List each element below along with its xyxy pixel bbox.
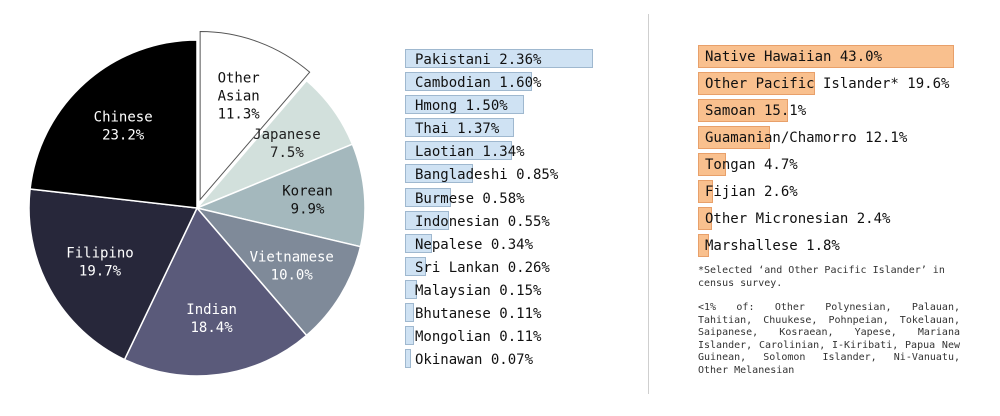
asian-group-row: Pakistani 2.36% [405,48,593,71]
pie-label-vietnamese: Vietnamese 10.0% [250,250,334,284]
pie-slice-vietnamese [194,206,362,337]
asian-group-bar [405,164,473,184]
asian-group-label: Laotian 1.34% [415,144,525,161]
section-divider [648,14,649,394]
asian-group-label: Indonesian 0.55% [415,213,550,230]
asian-group-row: Okinawan 0.07% [405,348,548,371]
pie-slice-korean [194,143,366,248]
pacific-islander-group-label: Marshallese 1.8% [705,238,840,254]
pacific-islander-group-row: Native Hawaiian 43.0% [698,44,954,71]
asian-group-bar [405,256,426,276]
pacific-islander-group-bar [698,153,726,176]
pacific-islander-group-row: Other Pacific Islander* 19.6% [698,71,949,98]
asian-group-row: Thai 1.37% [405,117,548,140]
asian-group-bar [405,141,512,161]
asian-group-bar [405,118,515,138]
pacific-islander-group-bar [698,99,788,122]
pie-slice-indian [123,206,308,377]
pie-label-filipino: Filipino 19.7% [66,246,133,280]
pie-slice-chinese [29,39,198,209]
pacific-islander-group-row: Tongan 4.7% [698,152,942,179]
pacific-islander-group-label: Other Micronesian 2.4% [705,211,891,227]
pacific-islander-group-label: Guamanian/Chamorro 12.1% [705,130,908,146]
pie-chart: Other Asian 11.3% Japanese 7.5% Korean 9.9% Vie… [28,31,366,377]
pacific-islander-group-row: Guamanian/Chamorro 12.1% [698,125,942,152]
pie-label-indian: Indian 18.4% [186,302,237,336]
pacific-islander-group-bar [698,234,709,257]
asian-group-label: Thai 1.37% [415,121,500,138]
pacific-islander-group-bar [698,207,713,230]
asian-group-label: Nepalese 0.34% [415,236,534,253]
pacific-islander-group-row: Fijian 2.6% [698,179,942,206]
asian-group-label: Malaysian 0.15% [415,282,542,299]
pie-label-chinese: Chinese 23.2% [94,109,153,143]
pacific-islander-group-label: Fijian 2.6% [705,184,798,200]
asian-group-bar [405,95,525,115]
asian-group-row: Indonesian 0.55% [405,210,550,233]
asian-group-label: Cambodian 1.60% [415,75,542,92]
pacific-islander-group-row: Samoan 15.1% [698,98,942,125]
pacific-islander-group-row: Other Micronesian 2.4% [698,206,942,233]
footnote-selected: *Selected ‘and Other Pacific Islander’ i… [698,265,945,289]
asian-group-label: Okinawan 0.07% [415,352,534,369]
pacific-islander-group-label: Native Hawaiian 43.0% [705,49,883,65]
asian-group-label: Burmese 0.58% [415,190,525,207]
pacific-islander-group-label: Tongan 4.7% [705,157,798,173]
asian-group-bar [405,187,452,207]
pacific-islander-group-bar [698,126,771,149]
pacific-islander-group-row: Marshallese 1.8% [698,233,942,260]
pacific-islander-group-label: Other Pacific Islander* 19.6% [705,76,950,92]
pacific-islander-bar-chart: Native Hawaiian 43.0% Other Pacific Islan… [698,44,954,260]
pacific-islander-group-bar [698,45,954,68]
asian-group-label: Sri Lankan 0.26% [415,259,550,276]
asian-groups-bar-chart: Pakistani 2.36% Cambodian 1.60% Hmong 1.50… [405,48,593,371]
asian-group-bar [405,233,433,253]
asian-group-label: Pakistani 2.36% [415,52,542,68]
asian-group-row: Laotian 1.34% [405,140,548,163]
asian-group-row: Bhutanese 0.11% [405,302,548,325]
asian-group-label: Bhutanese 0.11% [415,306,542,323]
pie-slice-filipino [28,188,199,361]
asian-group-row: Cambodian 1.60% [405,71,548,94]
asian-group-label: Hmong 1.50% [415,98,508,115]
asian-group-bar [405,49,593,68]
pie-label-other-asian: Other Asian 11.3% [218,71,261,123]
asian-group-label: Mongolian 0.11% [415,329,542,346]
asian-group-bar [405,303,414,323]
asian-group-bar [405,349,411,369]
pacific-islander-group-bar [698,72,815,95]
asian-group-bar [405,210,449,230]
pie-label-japanese: Japanese 7.5% [253,127,320,161]
asian-group-row: Nepalese 0.34% [405,233,548,256]
pie-label-korean: Korean 9.9% [282,183,333,217]
asian-group-row: Mongolian 0.11% [405,325,548,348]
pie-slice-other-asian [199,31,311,201]
asian-group-row: Malaysian 0.15% [405,279,548,302]
asian-group-row: Bangladeshi 0.85% [405,163,558,186]
asian-group-label: Bangladeshi 0.85% [415,167,559,184]
asian-group-row: Sri Lankan 0.26% [405,256,550,279]
footnote-less-than-one-percent: <1% of: Other Polynesian, Palauan, Tahit… [698,302,960,376]
asian-group-row: Burmese 0.58% [405,187,548,210]
asian-group-bar [405,326,414,346]
asian-group-row: Hmong 1.50% [405,94,548,117]
asian-group-bar [405,72,533,92]
pacific-islander-group-bar [698,180,714,203]
asian-group-bar [405,279,417,299]
pacific-islander-group-label: Samoan 15.1% [705,103,807,119]
